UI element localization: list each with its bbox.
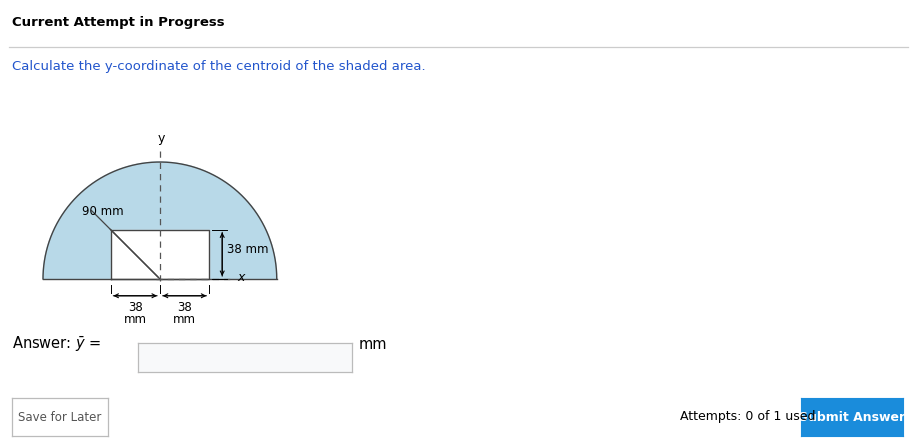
Text: 38: 38 [128,301,142,314]
Text: 90 mm: 90 mm [82,205,123,218]
Text: Save for Later: Save for Later [18,411,101,424]
Text: mm: mm [359,337,387,352]
Text: y: y [157,132,165,145]
Text: Answer: $\bar{y}$ =: Answer: $\bar{y}$ = [12,336,101,354]
Text: 38: 38 [177,301,192,314]
Text: Attempts: 0 of 1 used: Attempts: 0 of 1 used [680,409,815,423]
Text: Calculate the y-coordinate of the centroid of the shaded area.: Calculate the y-coordinate of the centro… [12,60,425,73]
Text: Submit Answer: Submit Answer [799,411,905,424]
Text: 38 mm: 38 mm [227,243,269,255]
Text: mm: mm [173,313,196,326]
Polygon shape [110,230,209,279]
Text: x: x [237,271,246,284]
Polygon shape [43,162,277,279]
Text: Current Attempt in Progress: Current Attempt in Progress [12,16,225,28]
Text: i: i [125,350,130,364]
Text: mm: mm [123,313,147,326]
